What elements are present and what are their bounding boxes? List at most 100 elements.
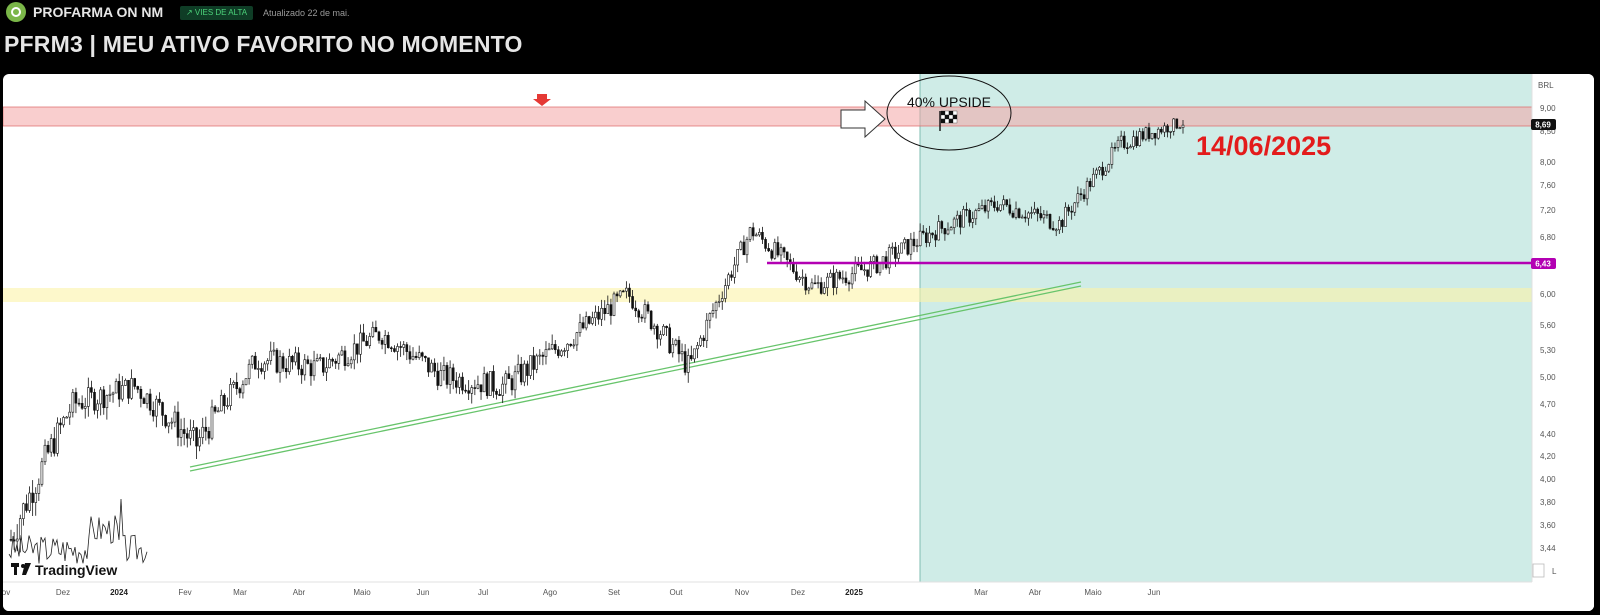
candle (300, 364, 303, 384)
candle (628, 283, 631, 303)
candle (479, 384, 483, 400)
candle (909, 232, 913, 261)
candle (226, 397, 229, 410)
last-price-tag (1531, 119, 1556, 130)
candle (436, 362, 440, 391)
candle (690, 345, 693, 361)
candle (185, 427, 189, 448)
candle (804, 273, 808, 295)
candle (74, 387, 78, 414)
candle (281, 352, 285, 372)
candle (928, 225, 931, 247)
candle (235, 372, 239, 395)
candle (1058, 216, 1061, 234)
candle (315, 353, 319, 362)
candle (618, 290, 622, 298)
candle (93, 388, 96, 415)
candle (634, 300, 637, 318)
candle (257, 360, 260, 379)
candle (68, 403, 72, 425)
candle (1098, 166, 1101, 175)
candle (87, 377, 90, 417)
volume-series (8, 498, 148, 564)
candle (708, 312, 712, 329)
candle (1064, 202, 1067, 227)
candle (761, 226, 764, 245)
candle (773, 238, 777, 260)
candle (915, 238, 919, 253)
candle (1067, 204, 1070, 216)
candle (294, 346, 297, 366)
candle (1079, 188, 1083, 201)
candle (198, 429, 201, 452)
candle (674, 338, 678, 347)
candle (714, 300, 718, 319)
candle (606, 295, 610, 314)
candle (584, 311, 588, 331)
candle (553, 340, 557, 354)
log-scale-toggle[interactable] (1532, 563, 1545, 578)
candle (1030, 206, 1033, 219)
candle (615, 291, 619, 303)
candle (931, 232, 934, 239)
candle (569, 343, 573, 348)
candle (145, 393, 149, 409)
x-axis-ticks: ov Dez 2024 Fev Mar Abr Maio Jun Jul Ago Set Out Nov… (3, 588, 1160, 597)
x-tick-label: Jun (1148, 588, 1161, 597)
candle (637, 308, 641, 323)
candle (578, 313, 582, 337)
candle (464, 384, 467, 394)
candle (359, 324, 362, 363)
candle (952, 216, 956, 235)
candle (918, 223, 922, 247)
candle (560, 349, 563, 358)
company-logo-icon (6, 2, 26, 22)
candle (801, 269, 804, 286)
candle (646, 301, 650, 314)
uptrend-line[interactable] (189, 281, 1082, 472)
candle (733, 256, 736, 284)
candle (516, 354, 520, 375)
candle (999, 204, 1002, 212)
candle (1011, 210, 1015, 219)
candle (603, 300, 607, 321)
chart-container[interactable]: 40% UPSIDE 14/06/2025 BRL 9,00 8,50 8,00 7,… (3, 74, 1594, 611)
candle (458, 373, 461, 395)
candle (192, 420, 195, 442)
y-tick-label: 3,60 (1540, 521, 1556, 530)
bias-badge: ↗ VIES DE ALTA (180, 6, 254, 20)
candle (451, 363, 455, 390)
candle (219, 389, 223, 412)
candle (102, 385, 106, 415)
finish-flag-icon (939, 110, 958, 131)
candle (566, 343, 569, 358)
price-axis[interactable] (1532, 74, 1594, 611)
candle (853, 256, 857, 282)
forecast-zone (920, 74, 1532, 582)
candle (253, 351, 257, 370)
right-arrow-icon (840, 99, 886, 139)
page-header: PROFARMA ON NM ↗ VIES DE ALTA Atualizado… (0, 0, 1600, 72)
candle (408, 345, 412, 364)
candle (897, 244, 900, 264)
candle (621, 289, 625, 293)
candle (702, 335, 705, 348)
candle (424, 355, 427, 363)
candle (108, 384, 112, 402)
candle (835, 268, 838, 295)
time-axis[interactable] (3, 582, 1594, 611)
candle (62, 415, 65, 428)
candle (229, 377, 232, 411)
candle (340, 345, 344, 356)
candle (529, 355, 532, 379)
scale-mode-label[interactable]: L (1552, 567, 1557, 576)
candle (513, 365, 517, 399)
candle (325, 357, 328, 381)
candle (785, 251, 789, 268)
price-chart[interactable]: 40% UPSIDE 14/06/2025 BRL 9,00 8,50 8,00 7,… (3, 74, 1594, 611)
last-price-label: 8,69 (1535, 121, 1551, 130)
candle (656, 323, 659, 349)
y-tick-label: 7,20 (1540, 206, 1556, 215)
candle (532, 346, 535, 381)
y-tick-label: 3,80 (1540, 498, 1556, 507)
